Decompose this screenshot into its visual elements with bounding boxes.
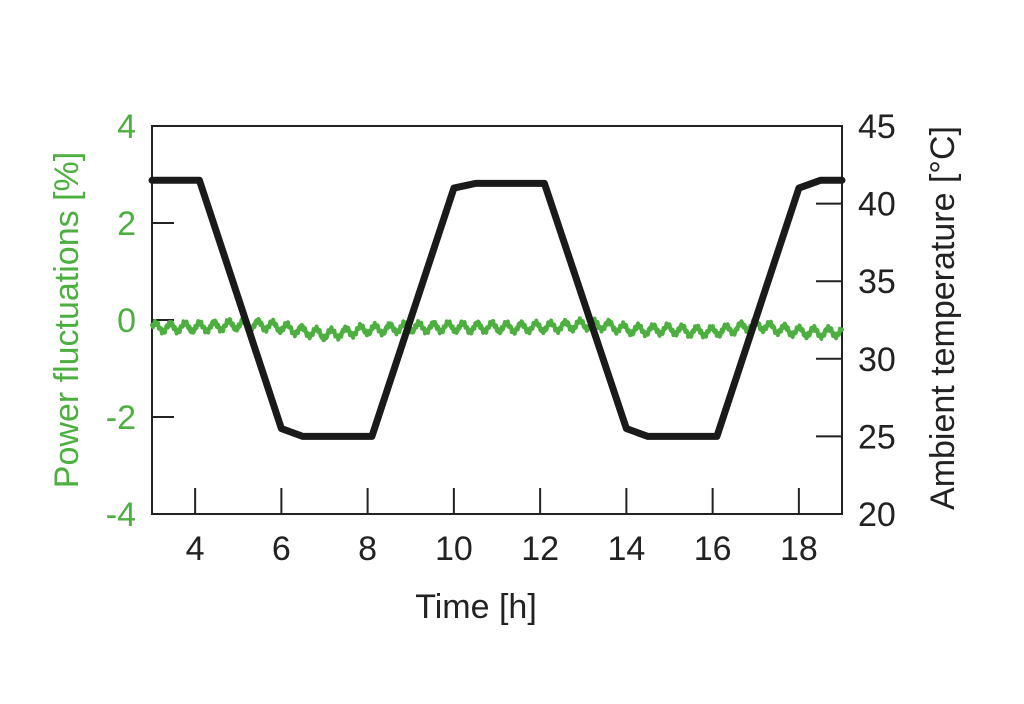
x-tick-label: 4	[186, 530, 205, 568]
x-tick-label: 14	[607, 530, 645, 568]
x-axis-ticks: 4 6 8 10 12 14 16 18	[186, 488, 818, 568]
y-left-tick-label: -4	[106, 496, 136, 534]
y-left-tick-label: 0	[117, 302, 136, 340]
x-tick-label: 18	[780, 530, 818, 568]
y-right-tick-label: 40	[858, 186, 896, 224]
y-left-axis-ticks: -4 -2 0 2 4	[106, 108, 174, 534]
y-right-tick-label: 20	[858, 496, 896, 534]
ambient-temperature-line	[148, 176, 846, 440]
y-left-axis-title: Power fluctuations [%]	[48, 152, 86, 488]
x-tick-label: 6	[272, 530, 291, 568]
y-right-axis-title: Ambient temperature [°C]	[924, 126, 962, 510]
y-left-tick-label: -2	[106, 399, 136, 437]
y-right-tick-label: 45	[858, 108, 896, 146]
x-tick-label: 8	[358, 530, 377, 568]
x-tick-label: 12	[521, 530, 559, 568]
y-right-tick-label: 35	[858, 263, 896, 301]
y-right-tick-label: 30	[858, 341, 896, 379]
x-tick-label: 10	[435, 530, 473, 568]
power-fluctuation-line	[150, 316, 844, 343]
series-layer	[148, 176, 846, 440]
x-axis-title: Time [h]	[415, 588, 537, 626]
y-left-tick-label: 4	[117, 108, 136, 146]
y-right-tick-label: 25	[858, 418, 896, 456]
y-left-tick-label: 2	[117, 205, 136, 243]
y-right-axis-ticks: 20 25 30 35 40 45	[816, 108, 896, 534]
x-tick-label: 16	[694, 530, 732, 568]
